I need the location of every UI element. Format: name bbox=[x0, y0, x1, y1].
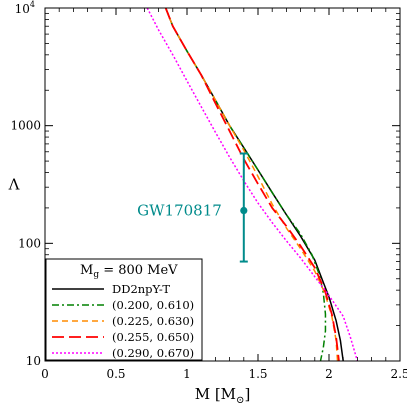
x-axis-label: M [M⊙] bbox=[195, 385, 251, 406]
x-tick-label: 1 bbox=[183, 367, 191, 381]
data-point bbox=[240, 206, 248, 215]
y-tick-label-10000: 104 bbox=[15, 0, 35, 16]
y-axis-label: Λ bbox=[8, 176, 20, 194]
legend-entry-label-4: (0.290, 0.670) bbox=[112, 346, 194, 360]
x-tick-label: 1.5 bbox=[248, 367, 267, 381]
legend-entry-label-2: (0.225, 0.630) bbox=[112, 314, 194, 328]
x-tick-label: 2.5 bbox=[390, 367, 407, 381]
legend-entries: DD2npY-T (0.200, 0.610) (0.225, 0.630) (0.2… bbox=[52, 282, 194, 360]
legend-box bbox=[45, 258, 203, 361]
x-tick-label: 0.5 bbox=[106, 367, 125, 381]
legend-entry-label-3: (0.255, 0.650) bbox=[112, 330, 194, 344]
y-tick-label: 10 bbox=[26, 354, 41, 368]
legend-entry-label-1: (0.200, 0.610) bbox=[112, 298, 194, 312]
legend-entry-label-0: DD2npY-T bbox=[112, 282, 170, 296]
curves-layer bbox=[146, 8, 359, 361]
series-line-4 bbox=[146, 8, 359, 361]
x-tick-label: 0 bbox=[41, 367, 49, 381]
y-tick-label: 1000 bbox=[10, 119, 41, 133]
annotation-layer: GW170817 bbox=[137, 152, 248, 263]
ticks-layer: 0 0.5 1 1.5 2 2.5 10 100 1000 bbox=[10, 7, 407, 381]
y-tick-label: 100 bbox=[18, 236, 41, 250]
plot-frame bbox=[44, 7, 401, 362]
legend: Mg = 800 MeV DD2npY-T (0.200, 0.610) (0.22… bbox=[45, 258, 203, 361]
legend-title: Mg = 800 MeV bbox=[80, 263, 178, 280]
series-line-3 bbox=[164, 8, 340, 361]
x-tick-label: 2 bbox=[325, 367, 333, 381]
gw170817-label: GW170817 bbox=[137, 202, 222, 220]
